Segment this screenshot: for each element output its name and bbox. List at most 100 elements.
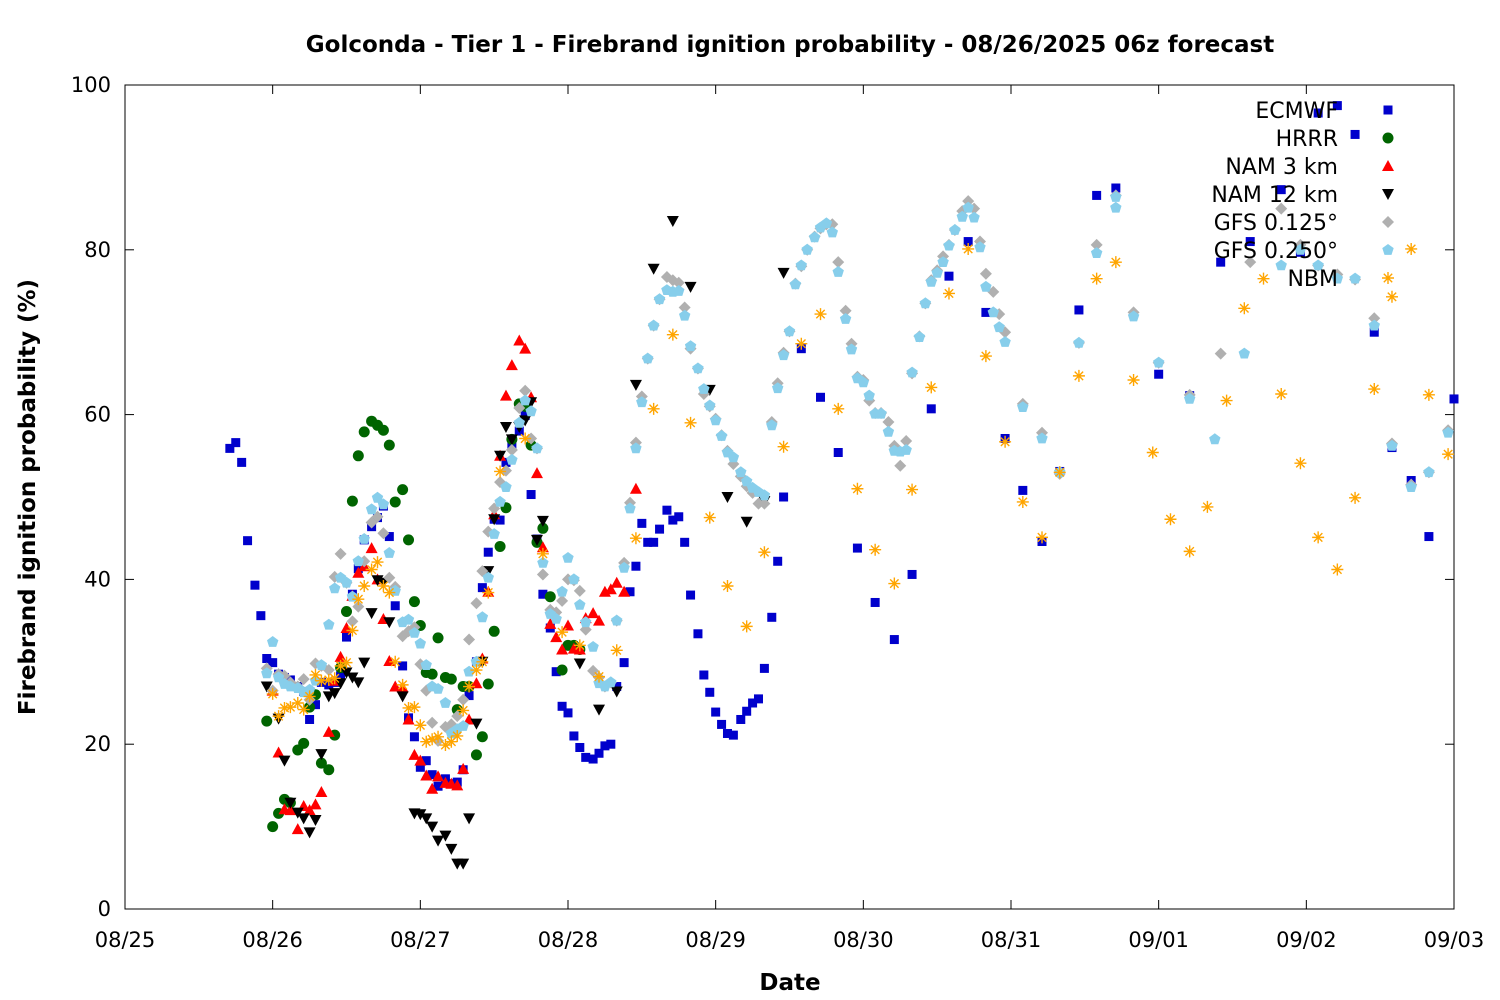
data-point-ecmwf [736, 714, 746, 724]
data-point-hrrr [298, 737, 310, 749]
data-point-nbm [1238, 302, 1251, 315]
data-point-gfs-0-250 [323, 618, 335, 630]
data-point-ecmwf [342, 632, 351, 642]
plot-area [124, 84, 1455, 910]
data-point-ecmwf [625, 587, 635, 597]
data-point-nbm [457, 704, 470, 717]
data-point-hrrr [383, 439, 395, 451]
data-point-nam-12-km [309, 815, 322, 827]
data-point-nbm [1405, 242, 1418, 255]
data-point-gfs-0-250 [1442, 426, 1454, 438]
data-point-nam-3-km [556, 643, 569, 655]
data-point-nbm [328, 672, 341, 685]
data-point-gfs-0-250 [352, 555, 364, 567]
data-point-ecmwf [674, 512, 684, 522]
data-point-nam-12-km [322, 691, 335, 703]
data-point-hrrr [544, 591, 556, 603]
data-point-nbm [979, 350, 992, 363]
data-point-ecmwf [243, 536, 253, 546]
data-point-nbm [470, 664, 483, 677]
data-point-nbm [389, 655, 402, 668]
data-point-ecmwf [433, 781, 443, 791]
data-point-nam-12-km [297, 813, 310, 825]
data-point-nbm [1257, 272, 1270, 285]
data-point-nam-3-km [426, 782, 439, 794]
data-point-gfs-0-250 [900, 444, 912, 455]
data-point-nam-12-km [629, 379, 642, 391]
data-point-nam-3-km [530, 467, 543, 479]
data-point-nam-12-km [494, 450, 507, 462]
data-point-gfs-0-250 [500, 481, 512, 492]
data-point-nbm [445, 735, 458, 748]
data-point-hrrr [267, 821, 279, 833]
data-point-gfs-0-250 [1017, 401, 1029, 412]
data-point-nam-3-km [550, 631, 563, 643]
data-point-ecmwf [575, 742, 585, 752]
data-point-ecmwf [384, 532, 394, 542]
data-point-ecmwf [427, 770, 437, 780]
y-tick-label: 60 [84, 403, 111, 427]
legend-marker-ecmwf [1383, 105, 1393, 115]
x-tick-label: 09/02 [1276, 928, 1337, 952]
data-point-nam-3-km [303, 804, 316, 816]
data-point-ecmwf [748, 698, 758, 708]
data-point-nbm [346, 624, 359, 637]
data-point-nam-12-km [432, 835, 445, 847]
data-point-nbm [291, 697, 304, 709]
data-point-gfs-0-250 [647, 319, 660, 331]
data-point-nam-3-km [587, 607, 600, 619]
data-point-ecmwf [1111, 183, 1121, 193]
data-point-gfs-0-250 [974, 241, 986, 253]
data-point-hrrr [470, 749, 482, 761]
data-point-nbm [396, 678, 409, 691]
data-point-nam-3-km [604, 583, 617, 595]
x-tick-label: 08/28 [538, 928, 599, 952]
data-point-nam-12-km [536, 515, 549, 527]
data-point-gfs-0-250 [857, 376, 869, 388]
data-point-hrrr [488, 625, 500, 637]
data-point-hrrr [352, 450, 364, 462]
data-point-nbm [703, 511, 716, 524]
data-point-ecmwf [1018, 485, 1028, 495]
data-point-gfs-0-125 [556, 594, 569, 607]
data-point-nam-12-km [463, 813, 476, 825]
data-point-gfs-0-250 [519, 394, 531, 406]
data-point-nam-12-km [358, 657, 371, 669]
data-point-gfs-0-250 [358, 533, 370, 544]
data-point-ecmwf [250, 580, 260, 590]
data-point-gfs-0-250 [439, 697, 452, 708]
data-point-nbm [420, 735, 433, 748]
data-point-nbm [352, 593, 365, 606]
data-point-ecmwf [563, 708, 573, 718]
data-point-hrrr [341, 606, 352, 618]
data-point-nam-3-km [291, 823, 304, 835]
series-layer [225, 101, 1459, 870]
data-point-nbm [402, 701, 415, 714]
data-point-ecmwf [907, 569, 917, 579]
data-point-gfs-0-250 [826, 226, 838, 238]
data-point-nam-3-km [499, 389, 512, 401]
data-point-ecmwf [728, 730, 738, 740]
data-point-gfs-0-250 [414, 637, 426, 649]
data-point-gfs-0-250 [845, 343, 858, 355]
data-point-ecmwf [637, 518, 647, 528]
data-point-ecmwf [1092, 190, 1102, 200]
data-point-gfs-0-250 [365, 503, 378, 515]
data-point-gfs-0-250 [937, 256, 949, 267]
data-point-nam-12-km [414, 809, 427, 821]
data-point-ecmwf [1424, 532, 1434, 542]
data-point-nam-12-km [426, 821, 439, 833]
data-point-nam-12-km [340, 667, 353, 679]
data-point-nbm [721, 579, 734, 592]
data-point-nbm [1422, 388, 1435, 401]
chart-title: Golconda - Tier 1 - Firebrand ignition p… [306, 32, 1274, 58]
y-tick-label: 80 [84, 238, 111, 262]
data-point-gfs-0-250 [1036, 432, 1048, 444]
legend-label-nam-3-km: NAM 3 km [1225, 155, 1338, 180]
data-point-nbm [556, 626, 569, 639]
data-point-nam-3-km [284, 804, 297, 816]
data-point-ecmwf [483, 547, 493, 557]
data-point-nbm [814, 308, 827, 321]
data-point-ecmwf [852, 543, 862, 553]
data-point-ecmwf [944, 271, 954, 281]
